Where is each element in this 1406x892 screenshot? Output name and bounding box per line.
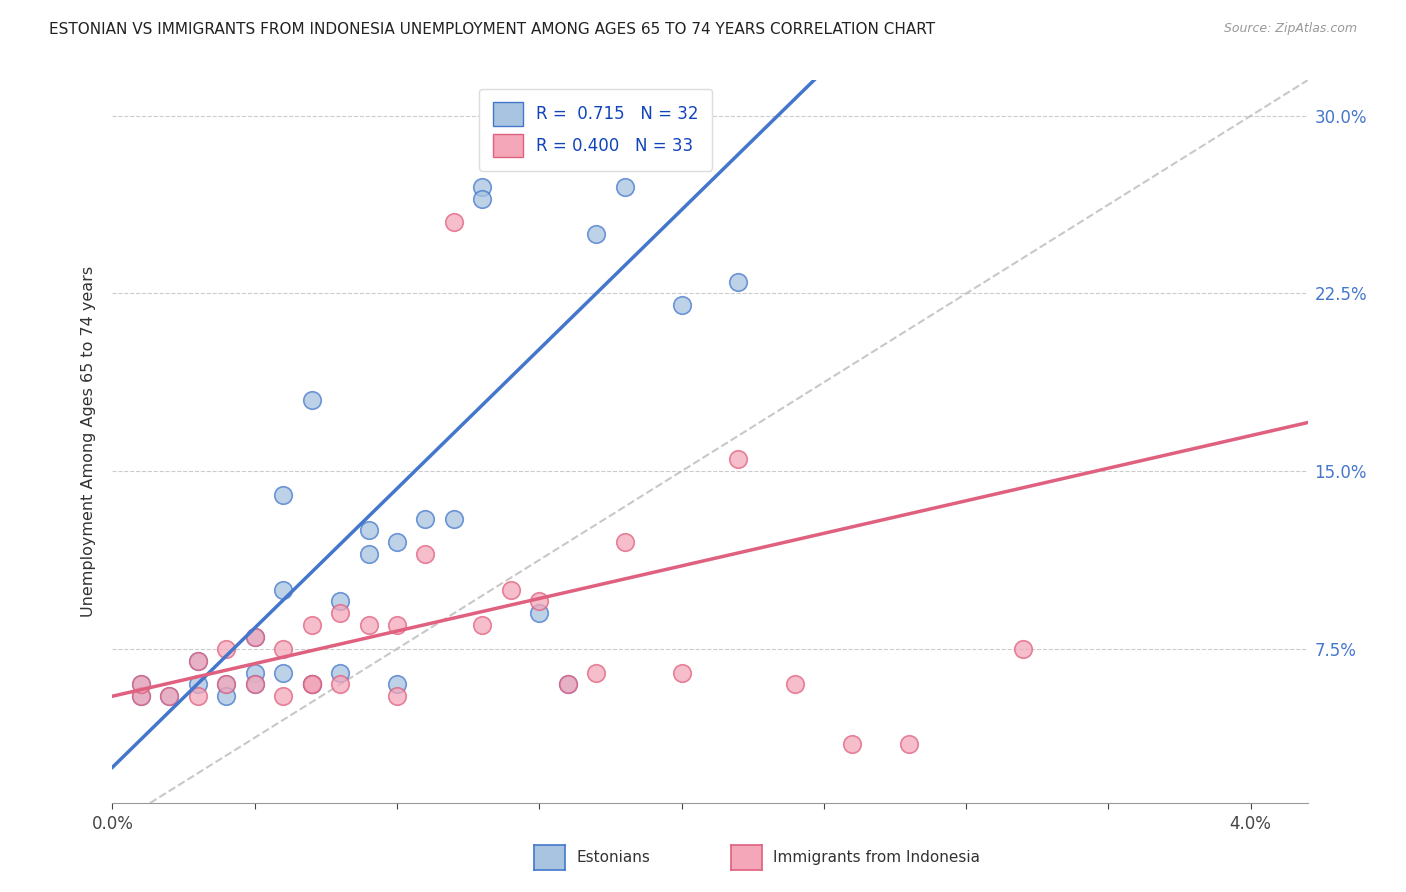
Point (529, 607, 551, 621)
Point (215, 677, 238, 691)
Point (785, 677, 807, 691)
Y-axis label: Unemployment Among Ages 65 to 74 years: Unemployment Among Ages 65 to 74 years (80, 266, 96, 617)
Point (129, 689, 152, 703)
Point (329, 665, 352, 680)
Point (301, 677, 323, 691)
Point (187, 677, 209, 691)
Point (243, 630, 266, 644)
Point (301, 618, 323, 632)
Point (385, 618, 408, 632)
Point (671, 298, 693, 312)
Point (129, 689, 152, 703)
Point (385, 677, 408, 691)
Point (357, 618, 380, 632)
Point (471, 618, 494, 632)
Point (271, 582, 294, 597)
Point (727, 275, 749, 289)
Point (215, 689, 238, 703)
Point (557, 677, 579, 691)
Point (671, 665, 693, 680)
Point (187, 689, 209, 703)
Point (727, 452, 749, 467)
Point (471, 180, 494, 194)
Text: Estonians: Estonians (576, 850, 651, 864)
Point (157, 689, 180, 703)
Point (301, 677, 323, 691)
Point (329, 607, 352, 621)
Point (415, 511, 437, 525)
Point (271, 488, 294, 502)
Point (301, 677, 323, 691)
Point (613, 180, 636, 194)
Point (301, 393, 323, 408)
Point (129, 677, 152, 691)
Text: ESTONIAN VS IMMIGRANTS FROM INDONESIA UNEMPLOYMENT AMONG AGES 65 TO 74 YEARS COR: ESTONIAN VS IMMIGRANTS FROM INDONESIA UN… (49, 22, 935, 37)
Point (385, 689, 408, 703)
Point (215, 641, 238, 656)
Point (499, 582, 522, 597)
Point (157, 689, 180, 703)
Point (271, 641, 294, 656)
Legend: R =  0.715   N = 32, R = 0.400   N = 33: R = 0.715 N = 32, R = 0.400 N = 33 (479, 88, 711, 170)
Text: Source: ZipAtlas.com: Source: ZipAtlas.com (1223, 22, 1357, 36)
Point (329, 594, 352, 608)
Point (329, 677, 352, 691)
Point (187, 654, 209, 668)
Point (585, 227, 607, 242)
Point (1012, 641, 1035, 656)
Point (215, 677, 238, 691)
Point (243, 665, 266, 680)
Point (585, 665, 607, 680)
Point (129, 677, 152, 691)
Point (443, 511, 465, 525)
Point (357, 547, 380, 561)
Point (415, 547, 437, 561)
Point (841, 737, 863, 751)
Point (301, 677, 323, 691)
Point (243, 677, 266, 691)
Point (243, 677, 266, 691)
Point (243, 630, 266, 644)
Point (898, 737, 921, 751)
Point (271, 689, 294, 703)
Point (357, 524, 380, 538)
Point (557, 677, 579, 691)
Point (187, 654, 209, 668)
Point (443, 215, 465, 229)
Point (529, 594, 551, 608)
Text: Immigrants from Indonesia: Immigrants from Indonesia (773, 850, 980, 864)
Point (385, 535, 408, 549)
Point (271, 665, 294, 680)
Point (471, 192, 494, 206)
Point (613, 535, 636, 549)
